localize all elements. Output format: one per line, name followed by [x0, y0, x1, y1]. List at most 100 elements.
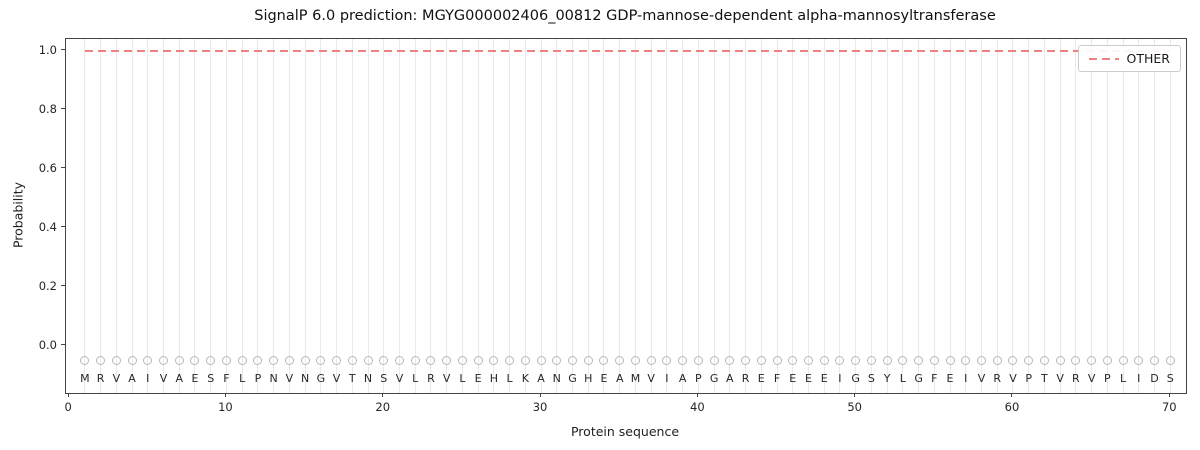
residue-gridline [902, 39, 904, 393]
residue-letter: V [1009, 371, 1017, 385]
residue-marker [725, 356, 735, 366]
residue-gridline [461, 39, 463, 393]
residue-gridline [886, 39, 888, 393]
x-tick-mark [539, 393, 541, 397]
residue-letter: A [726, 371, 734, 385]
residue-marker [221, 356, 231, 366]
residue-letter: E [820, 371, 828, 385]
residue-letter: R [1072, 371, 1080, 385]
residue-letter: S [380, 371, 388, 385]
residue-marker [1118, 356, 1128, 366]
residue-gridline [398, 39, 400, 393]
residue-letter: E [600, 371, 608, 385]
residue-marker [1150, 356, 1160, 366]
residue-gridline [1012, 39, 1014, 393]
residue-marker [174, 356, 184, 366]
residue-marker [693, 356, 703, 366]
residue-letter: A [175, 371, 184, 385]
residue-letter: S [207, 371, 215, 385]
residue-letter: N [269, 371, 278, 385]
residue-marker [772, 356, 782, 366]
residue-gridline [996, 39, 998, 393]
residue-letter: G [709, 371, 719, 385]
residue-letter: I [964, 371, 968, 385]
residue-letter: P [254, 371, 262, 385]
residue-marker [206, 356, 216, 366]
y-tick-mark [61, 226, 65, 228]
residue-letter: N [363, 371, 373, 385]
residue-gridline [524, 39, 526, 393]
residue-letter: V [112, 371, 121, 385]
y-tick-mark [61, 49, 65, 51]
residue-marker [819, 356, 829, 366]
residue-gridline [855, 39, 857, 393]
chart-title: SignalP 6.0 prediction: MGYG000002406_00… [254, 8, 996, 24]
residue-marker [583, 356, 593, 366]
residue-letter: L [239, 371, 246, 385]
residue-gridline [697, 39, 699, 393]
residue-gridline [1043, 39, 1045, 393]
residue-letter: I [1137, 371, 1141, 385]
residue-marker [977, 356, 986, 366]
residue-letter: V [1087, 371, 1096, 385]
residue-letter: G [316, 371, 326, 385]
residue-gridline [556, 39, 558, 393]
residue-letter: V [159, 371, 168, 385]
residue-gridline [682, 39, 684, 393]
residue-gridline [650, 39, 652, 393]
residue-marker [363, 356, 373, 366]
residue-gridline [257, 39, 259, 393]
residue-letter: F [223, 371, 230, 385]
residue-letter: P [1025, 371, 1033, 385]
residue-marker [568, 356, 578, 366]
residue-gridline [131, 39, 133, 393]
residue-letter: L [459, 371, 466, 385]
x-tick-label: 60 [1004, 400, 1020, 414]
residue-gridline [351, 39, 353, 393]
residue-marker [505, 356, 515, 366]
residue-letter: A [678, 371, 687, 385]
residue-letter: E [191, 371, 199, 385]
residue-letter: V [442, 371, 451, 385]
residue-marker [1102, 356, 1112, 366]
residue-gridline [1059, 39, 1061, 393]
residue-gridline [367, 39, 369, 393]
residue-gridline [619, 39, 621, 393]
residue-gridline [745, 39, 747, 393]
residue-marker [1087, 356, 1097, 366]
residue-marker [1039, 356, 1049, 366]
legend-other-line-icon [1088, 57, 1119, 60]
residue-letter: V [395, 371, 404, 385]
residue-gridline [603, 39, 605, 393]
residue-gridline [1106, 39, 1108, 393]
residue-marker [646, 356, 656, 366]
x-tick-mark [224, 393, 226, 397]
residue-marker [914, 356, 924, 366]
residue-marker [316, 356, 326, 366]
residue-letter: Y [883, 371, 891, 385]
residue-letter: D [1150, 371, 1159, 385]
residue-marker [237, 356, 247, 366]
residue-gridline [493, 39, 495, 393]
residue-marker [347, 356, 357, 366]
x-tick-mark [1011, 393, 1013, 397]
residue-gridline [792, 39, 794, 393]
residue-letter: S [1166, 371, 1174, 385]
residue-marker [520, 356, 530, 366]
residue-marker [394, 356, 404, 366]
residue-letter: L [899, 371, 906, 385]
residue-gridline [477, 39, 479, 393]
residue-gridline [1122, 39, 1124, 393]
residue-marker [96, 356, 106, 366]
residue-gridline [1091, 39, 1093, 393]
residue-gridline [509, 39, 511, 393]
residue-letter: V [977, 371, 986, 385]
residue-marker [882, 356, 892, 366]
residue-marker [332, 356, 342, 366]
residue-gridline [870, 39, 872, 393]
residue-gridline [949, 39, 951, 393]
residue-letter: N [552, 371, 561, 385]
residue-marker [835, 356, 845, 366]
